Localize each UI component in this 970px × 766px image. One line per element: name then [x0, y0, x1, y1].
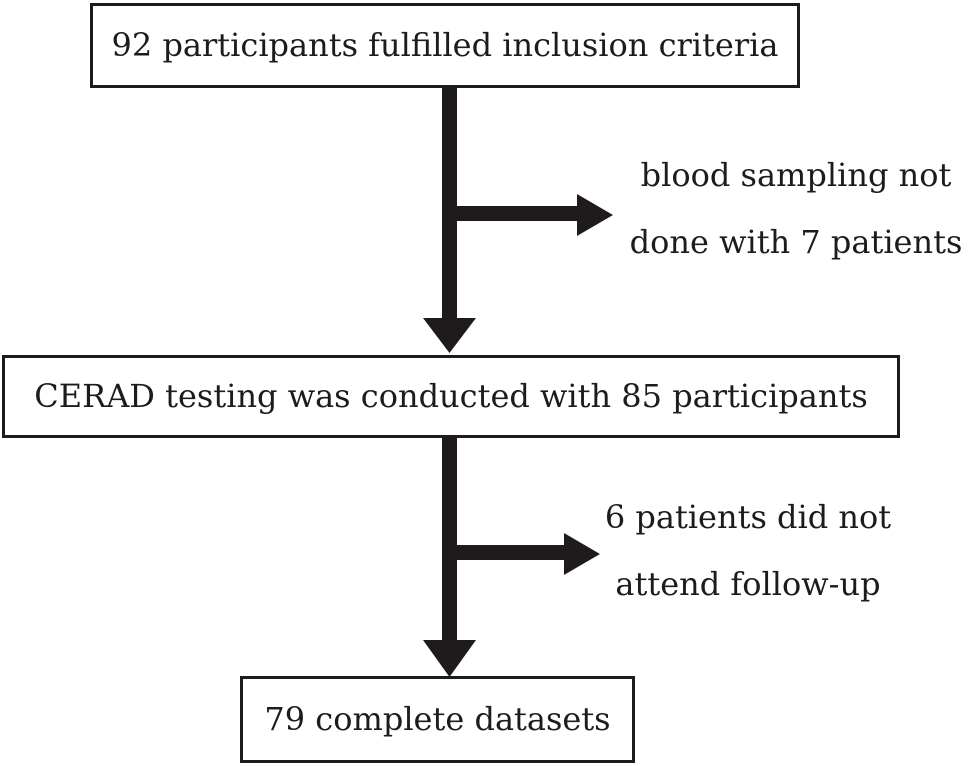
arrow-right-2-shaft	[442, 545, 566, 560]
arrow-down-1-head	[423, 318, 476, 353]
arrow-right-1-head	[577, 194, 613, 236]
exclusion-note-line: attend follow-up	[615, 565, 881, 603]
flow-box-inclusion: 92 participants fulfilled inclusion crit…	[90, 3, 800, 88]
arrow-down-2-shaft	[442, 436, 457, 642]
exclusion-note-line: 6 patients did not	[604, 498, 892, 536]
exclusion-note-follow-up: 6 patients did not attend follow-up	[588, 484, 908, 618]
flow-box-complete-datasets-label: 79 complete datasets	[264, 700, 611, 739]
flow-box-inclusion-label: 92 participants fulfilled inclusion crit…	[111, 26, 779, 65]
flow-box-complete-datasets: 79 complete datasets	[240, 676, 635, 763]
arrow-down-2-head	[423, 640, 476, 677]
flow-box-cerad-testing-label: CERAD testing was conducted with 85 part…	[34, 377, 868, 416]
exclusion-note-line: done with 7 patients	[629, 223, 963, 261]
exclusion-note-line: blood sampling not	[640, 156, 952, 194]
arrow-right-1-shaft	[442, 206, 578, 221]
arrow-down-1-shaft	[442, 86, 457, 320]
arrow-ink-group	[423, 86, 613, 677]
exclusion-note-blood-sampling: blood sampling not done with 7 patients	[616, 142, 970, 276]
flow-box-cerad-testing: CERAD testing was conducted with 85 part…	[2, 355, 900, 438]
arrow-right-2-head	[564, 533, 600, 575]
